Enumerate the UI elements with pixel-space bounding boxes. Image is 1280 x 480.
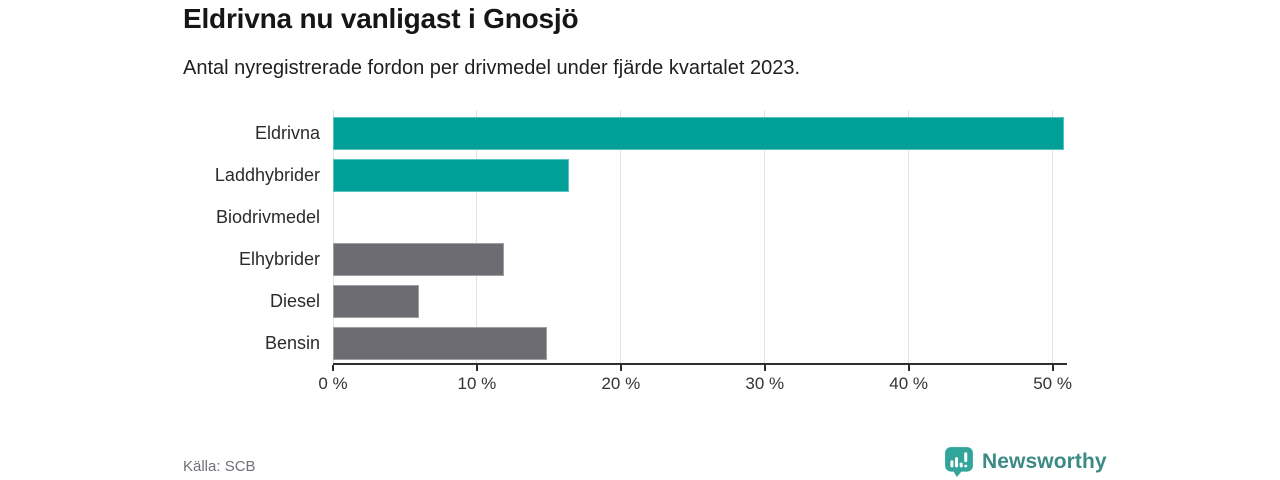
category-label: Bensin <box>264 332 320 353</box>
category-label: Eldrivna <box>254 122 320 143</box>
gridline <box>332 110 334 364</box>
chart-title: Eldrivna nu vanligast i Gnosjö <box>183 3 579 34</box>
plot-area: Eldrivna Laddhybrider Biodrivmedel Elhyb… <box>215 110 1072 393</box>
gridline <box>764 110 766 364</box>
gridline <box>908 110 910 364</box>
axis-tick-label: 40 % <box>889 374 929 393</box>
axis-tick-label: 10 % <box>457 374 497 393</box>
bar <box>333 116 1065 150</box>
bar <box>333 158 570 192</box>
newsworthy-logo: Newsworthy <box>944 446 1107 477</box>
bar-chart-speech-bubble-icon <box>945 447 973 477</box>
source-note: Källa: SCB <box>183 458 256 475</box>
bar <box>333 284 420 318</box>
brand-name: Newsworthy <box>982 449 1107 473</box>
axis-tick <box>763 365 766 371</box>
gridline <box>1052 110 1054 364</box>
chart-subtitle: Antal nyregistrerade fordon per drivmede… <box>183 57 801 79</box>
category-label: Laddhybrider <box>214 164 320 185</box>
axis-tick-label: 50 % <box>1033 374 1072 393</box>
axis-tick <box>332 365 334 371</box>
axis-tick-label: 30 % <box>745 374 785 393</box>
x-axis-line <box>333 363 1067 365</box>
bar <box>333 326 548 360</box>
gridline <box>620 110 622 364</box>
category-label: Diesel <box>269 290 320 311</box>
axis-tick <box>619 365 622 371</box>
category-label: Biodrivmedel <box>215 206 320 227</box>
gridline <box>476 110 478 364</box>
axis-tick-label: 20 % <box>601 374 641 393</box>
category-label: Elhybrider <box>238 248 320 269</box>
axis-tick <box>907 365 910 371</box>
axis-tick <box>1051 365 1054 371</box>
axis-tick <box>475 365 478 371</box>
axis-tick-label: 0 % <box>318 374 348 393</box>
bar <box>333 242 505 276</box>
